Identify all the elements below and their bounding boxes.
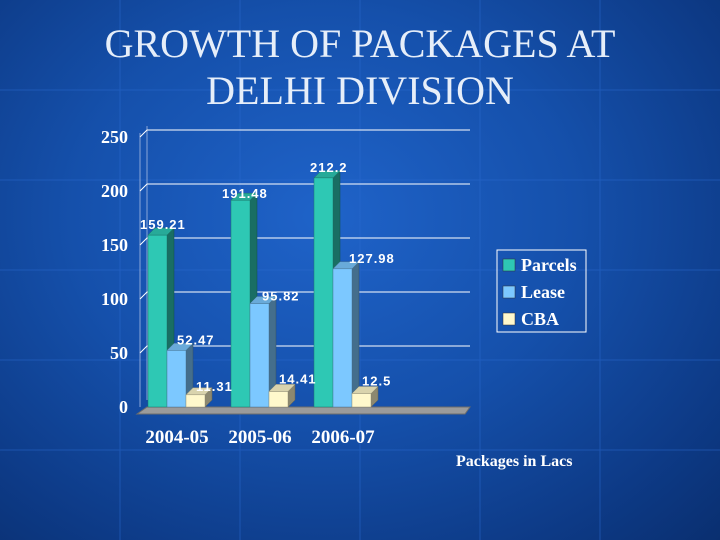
legend-label-lease: Lease xyxy=(521,282,565,302)
chart-floor xyxy=(135,406,471,415)
x-tick-label: 2006-07 xyxy=(311,427,375,448)
bar-parcels-2005-06 xyxy=(230,199,251,408)
data-label: 95.82 xyxy=(262,289,300,304)
bar-parcels-2006-07 xyxy=(313,177,334,408)
bar-side-lease xyxy=(351,261,360,408)
bar-top-lease xyxy=(332,261,360,270)
gridline xyxy=(139,183,470,192)
data-label: 127.98 xyxy=(349,251,395,266)
y-tick-label: 250 xyxy=(101,127,128,147)
gridline xyxy=(139,129,470,138)
bar-top-lease xyxy=(249,296,277,304)
title-line-1: GROWTH OF PACKAGES AT xyxy=(104,21,616,66)
legend-swatch-lease xyxy=(502,285,516,299)
x-tick-label: 2004-05 xyxy=(145,427,208,448)
data-label: 12.5 xyxy=(362,374,391,389)
y-tick-label: 100 xyxy=(101,289,128,309)
bar-top-parcels xyxy=(313,170,341,179)
bar-top-parcels xyxy=(230,192,258,201)
bar-lease-2004-05 xyxy=(166,350,187,408)
bar-parcels-2004-05 xyxy=(147,234,168,408)
data-label: 212.2 xyxy=(310,160,348,175)
slide-title: GROWTH OF PACKAGES AT DELHI DIVISION xyxy=(40,20,680,114)
bar-lease-2005-06 xyxy=(249,303,270,408)
gridline xyxy=(139,291,470,300)
bar-top-cba xyxy=(185,387,213,396)
y-tick-label: 200 xyxy=(101,181,128,201)
data-label: 191.48 xyxy=(222,186,268,201)
bar-top-cba xyxy=(268,384,296,392)
data-label: 159.21 xyxy=(140,217,186,232)
bar-cba-2006-07 xyxy=(351,393,372,408)
data-label: 11.31 xyxy=(196,379,233,394)
y-tick-label: 50 xyxy=(110,343,128,363)
legend-label-parcels: Parcels xyxy=(521,255,577,275)
bar-cba-2005-06 xyxy=(268,391,289,408)
legend-box xyxy=(496,249,587,333)
legend-label-cba: CBA xyxy=(521,309,559,329)
bar-cba-2004-05 xyxy=(185,394,206,408)
y-tick-label: 0 xyxy=(119,397,128,417)
y-tick-label: 150 xyxy=(101,235,128,255)
bar-top-lease xyxy=(166,343,194,351)
bar-top-cba xyxy=(351,386,379,394)
bar-lease-2006-07 xyxy=(332,268,353,408)
legend-swatch-cba xyxy=(502,312,516,326)
data-label: 52.47 xyxy=(177,332,215,347)
x-tick-label: 2005-06 xyxy=(228,427,291,448)
gridline xyxy=(139,345,470,354)
bar-top-parcels xyxy=(147,227,175,236)
gridline xyxy=(139,237,470,246)
data-label: 14.41 xyxy=(279,371,317,386)
units-footnote: Packages in Lacs xyxy=(456,453,573,470)
title-line-2: DELHI DIVISION xyxy=(206,68,514,113)
legend-swatch-parcels xyxy=(502,258,516,272)
